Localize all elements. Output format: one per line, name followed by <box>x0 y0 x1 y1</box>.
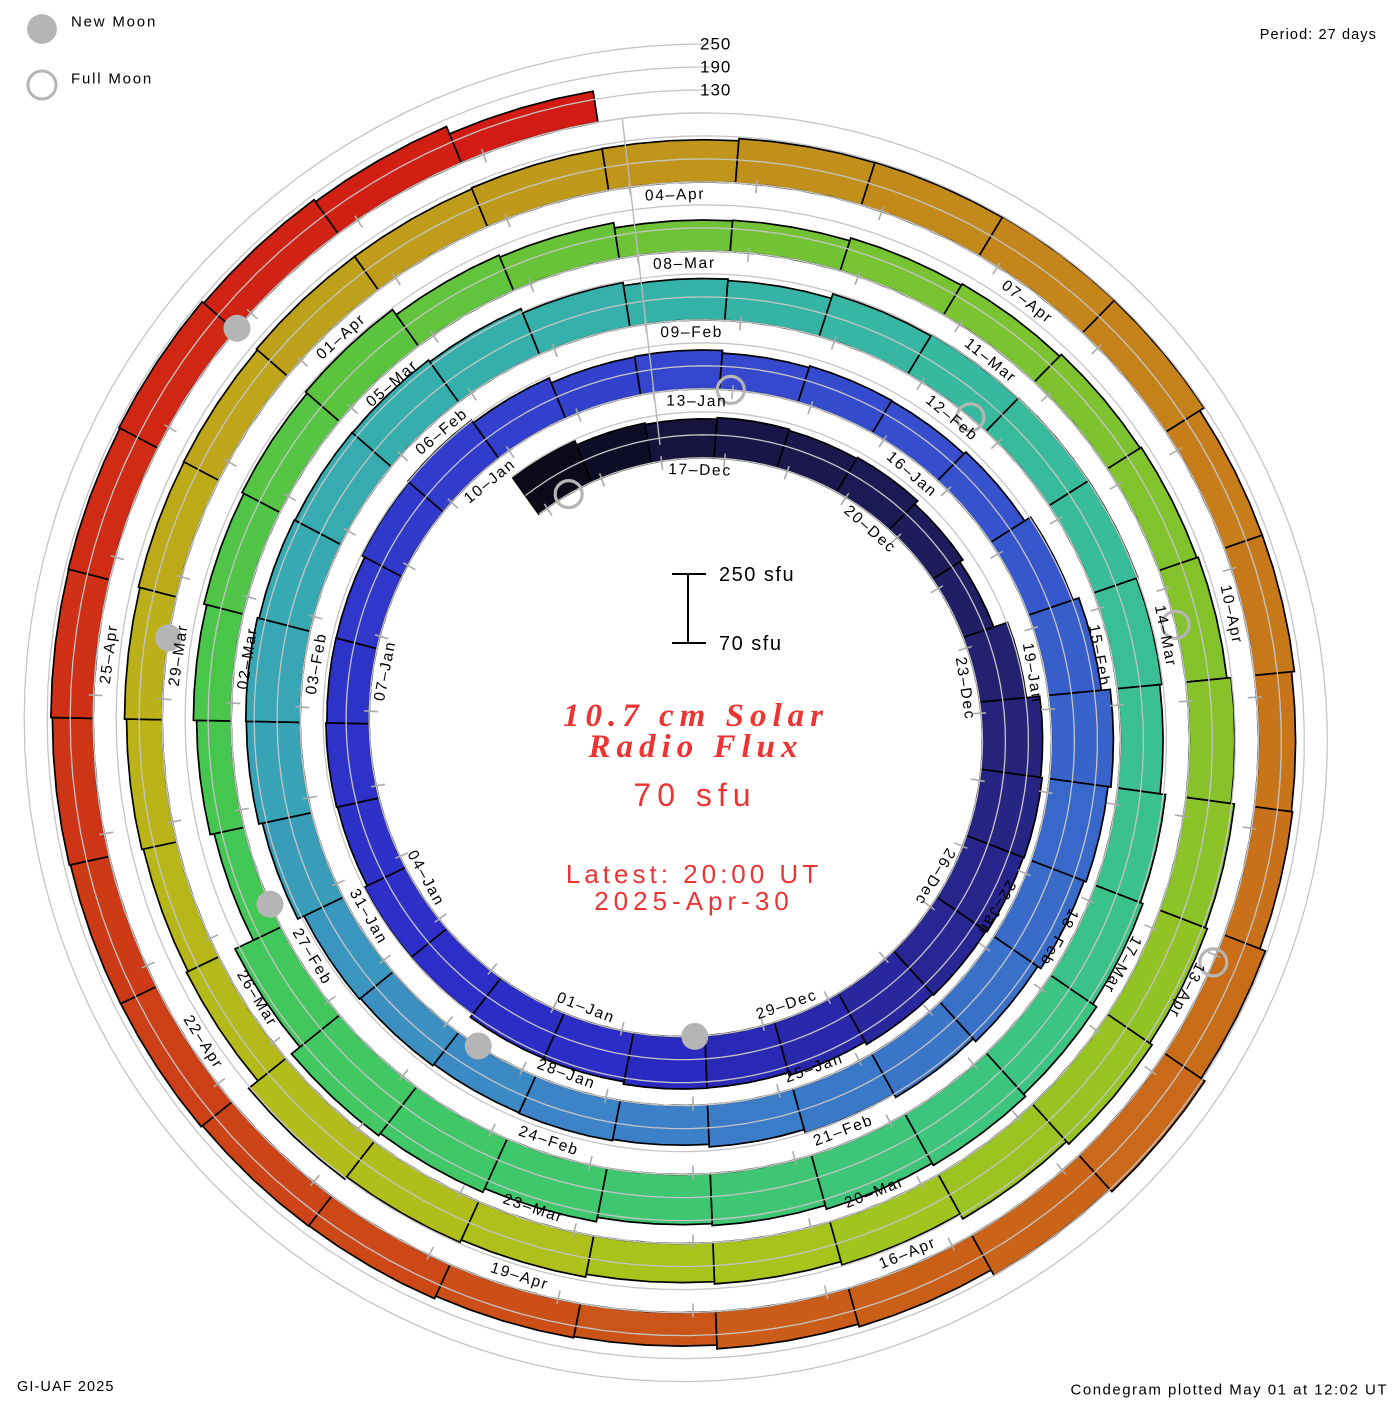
svg-text:10.7 cm Solar: 10.7 cm Solar <box>563 698 829 734</box>
svg-text:70 sfu: 70 sfu <box>633 777 756 813</box>
svg-text:04–Apr: 04–Apr <box>645 186 706 205</box>
svg-text:250 sfu: 250 sfu <box>719 564 795 586</box>
svg-text:2025-Apr-30: 2025-Apr-30 <box>594 886 794 916</box>
svg-text:Condegram plotted May 01 at 12: Condegram plotted May 01 at 12:02 UT <box>1071 1382 1388 1399</box>
svg-text:250: 250 <box>700 35 731 54</box>
svg-text:Latest: 20:00 UT: Latest: 20:00 UT <box>566 859 822 889</box>
svg-text:130: 130 <box>700 81 731 100</box>
svg-text:09–Feb: 09–Feb <box>660 324 723 341</box>
svg-text:Radio Flux: Radio Flux <box>588 729 804 765</box>
svg-text:GI-UAF 2025: GI-UAF 2025 <box>17 1379 115 1395</box>
svg-text:70 sfu: 70 sfu <box>719 633 782 655</box>
svg-text:Period: 27 days: Period: 27 days <box>1260 27 1377 43</box>
svg-text:Full Moon: Full Moon <box>71 71 153 88</box>
svg-text:08–Mar: 08–Mar <box>653 255 716 273</box>
svg-text:New Moon: New Moon <box>71 14 157 31</box>
svg-text:190: 190 <box>700 58 731 77</box>
svg-text:17–Dec: 17–Dec <box>668 461 732 480</box>
svg-text:13–Jan: 13–Jan <box>666 393 727 411</box>
